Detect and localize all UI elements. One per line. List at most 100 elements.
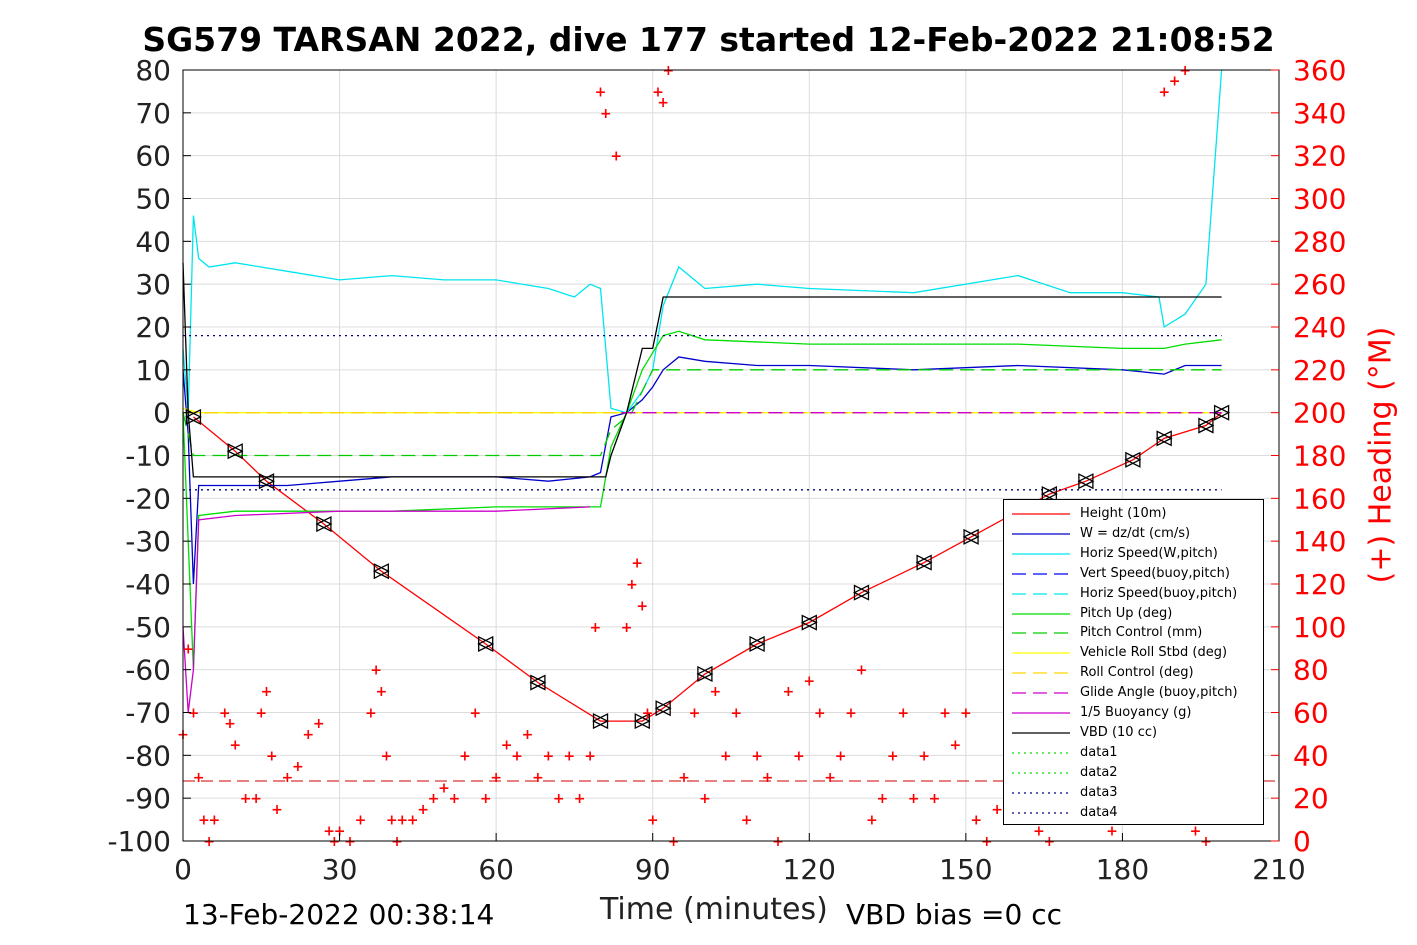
legend-entry: Glide Angle (buoy,pitch) (1004, 683, 1263, 703)
series-line-0 (192, 412, 1223, 722)
legend-entry: Pitch Control (mm) (1004, 623, 1263, 643)
y-tick-label: 30 (135, 268, 171, 301)
y2-tick-label: 120 (1293, 568, 1346, 601)
heading-point: + (501, 738, 513, 754)
x-tick-label: 90 (635, 853, 671, 886)
heading-point: + (532, 770, 544, 786)
legend-entry: Horiz Speed(W,pitch) (1004, 544, 1263, 564)
series-group (182, 69, 1231, 730)
heading-point: + (469, 706, 481, 722)
heading-point: + (224, 716, 236, 732)
y-tick-label: -20 (125, 482, 171, 515)
chart-title: SG579 TARSAN 2022, dive 177 started 12-F… (142, 20, 1275, 59)
heading-point: + (1033, 823, 1045, 839)
heading-point: + (292, 759, 304, 775)
x-tick-label: 150 (939, 853, 992, 886)
heading-point: + (522, 727, 534, 743)
y-tick-label: 70 (135, 97, 171, 130)
heading-point: + (642, 706, 654, 722)
height-marker-left (477, 635, 494, 653)
heading-point: + (271, 802, 283, 818)
x-tick-label: 210 (1252, 853, 1305, 886)
heading-point: + (438, 780, 450, 796)
height-marker-left (748, 635, 765, 653)
heading-point: + (553, 791, 565, 807)
height-marker-left (226, 443, 243, 460)
heading-point: + (1169, 74, 1181, 90)
y2-tick-label: 340 (1293, 97, 1346, 130)
x-tick-label: 120 (783, 853, 836, 886)
y2-tick-label: 20 (1293, 782, 1329, 815)
heading-point: + (589, 620, 601, 636)
y-tick-label: -10 (125, 440, 171, 473)
y2-tick-label: 280 (1293, 225, 1346, 258)
heading-point: + (897, 706, 909, 722)
heading-point: + (198, 813, 210, 829)
x-tick-label: 30 (322, 853, 358, 886)
legend-label: W = dz/dt (cm/s) (1080, 525, 1191, 541)
heading-point: + (762, 770, 774, 786)
heading-point: + (428, 791, 440, 807)
y2-tick-label: 80 (1293, 654, 1329, 687)
heading-point: + (678, 770, 690, 786)
legend-swatch (1012, 533, 1070, 535)
heading-point: + (918, 748, 930, 764)
heading-point: + (219, 706, 231, 722)
heading-point: + (803, 673, 815, 689)
height-marker-left (372, 563, 389, 580)
y-tick-label: -90 (125, 782, 171, 815)
heading-point: + (381, 748, 393, 764)
heading-point: + (313, 716, 325, 732)
series-line-1 (182, 356, 1222, 585)
legend-entry: Height (10m) (1004, 504, 1263, 524)
y-tick-label: 0 (153, 397, 171, 430)
height-marker-left (258, 473, 275, 490)
legend-entry: data2 (1004, 763, 1263, 783)
heading-point: + (1106, 823, 1118, 839)
heading-point: + (386, 813, 398, 829)
heading-point: + (621, 620, 633, 636)
y-tick-label: -30 (125, 525, 171, 558)
height-marker-left (1213, 404, 1230, 421)
y2-tick-label: 60 (1293, 697, 1329, 730)
legend-label: data1 (1080, 744, 1118, 760)
series-line-11 (182, 262, 1222, 478)
legend-entry: VBD (10 cc) (1004, 723, 1263, 743)
legend-swatch (1012, 791, 1070, 794)
heading-point: + (929, 791, 941, 807)
heading-point: + (751, 748, 763, 764)
legend-swatch (1012, 692, 1070, 694)
legend-swatch (1012, 513, 1070, 515)
y-tick-label: -100 (107, 825, 171, 858)
heading-point: + (328, 834, 340, 850)
y2-tick-label: 40 (1293, 739, 1329, 772)
y-tick-label: 50 (135, 183, 171, 216)
y-tick-label: 20 (135, 311, 171, 344)
heading-point: + (261, 684, 273, 700)
legend-label: 1/5 Buoyancy (g) (1080, 705, 1192, 720)
y-tick-label: -50 (125, 611, 171, 644)
heading-point: + (856, 663, 868, 679)
heading-point: + (240, 791, 252, 807)
heading-point: + (741, 813, 753, 829)
heading-point: + (490, 770, 502, 786)
legend-swatch (1012, 712, 1070, 714)
y-tick-label: 10 (135, 354, 171, 387)
heading-point: + (991, 802, 1003, 818)
height-marker-left (654, 700, 671, 717)
height-marker-left (1155, 430, 1172, 447)
heading-point: + (391, 834, 403, 850)
legend-entry: Pitch Up (deg) (1004, 604, 1263, 624)
y-tick-label: 80 (135, 54, 171, 87)
heading-point: + (657, 95, 669, 111)
heading-point: + (396, 813, 408, 829)
x-tick-label: 180 (1096, 853, 1149, 886)
height-marker-left (529, 674, 546, 691)
heading-point: + (302, 727, 314, 743)
heading-point: + (824, 770, 836, 786)
legend-swatch (1012, 632, 1070, 634)
y2-tick-label: 160 (1293, 482, 1346, 515)
heading-point: + (887, 748, 899, 764)
heading-point: + (814, 706, 826, 722)
heading-point: + (542, 748, 554, 764)
